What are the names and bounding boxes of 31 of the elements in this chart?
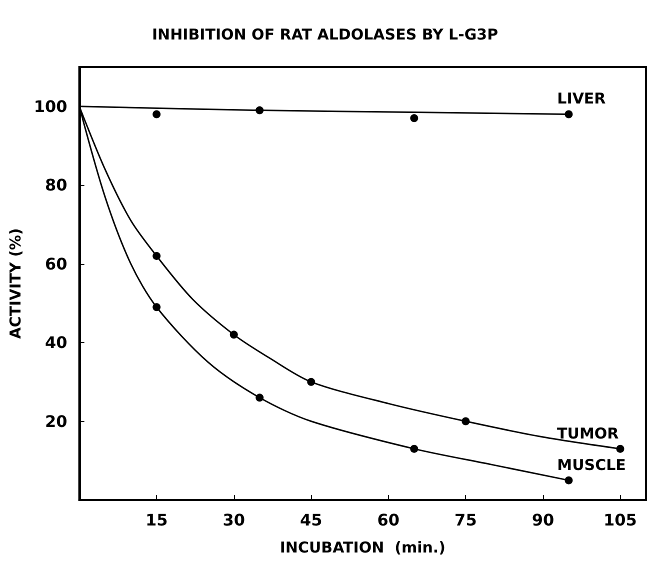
point <box>152 110 161 118</box>
y-axis-title: ACTIVITY (%) <box>6 228 24 339</box>
x-axis-title: INCUBATION (min.) <box>280 538 446 556</box>
y-tick-label: 100 <box>34 96 68 116</box>
x-tick-label: 75 <box>454 510 477 530</box>
point <box>462 417 470 426</box>
series-label: TUMOR <box>557 424 620 442</box>
point <box>307 378 316 386</box>
point <box>230 330 238 339</box>
y-tick-label: 80 <box>45 176 68 195</box>
x-tick-label: 15 <box>145 510 168 530</box>
series-label: MUSCLE <box>557 456 626 474</box>
series-label: LIVER <box>557 90 606 108</box>
point <box>256 106 264 114</box>
point <box>152 252 161 260</box>
y-tick-label: 60 <box>45 254 68 274</box>
x-tick-label: 60 <box>377 510 400 530</box>
y-tick-label: 20 <box>45 412 68 431</box>
point <box>256 394 264 402</box>
point <box>152 303 161 312</box>
x-tick-label: 105 <box>604 510 637 530</box>
point <box>410 444 418 453</box>
x-tick-label: 30 <box>222 510 245 530</box>
x-tick-label: 90 <box>532 510 554 530</box>
x-tick-label: 45 <box>300 510 322 530</box>
y-tick-label: 40 <box>45 333 68 352</box>
point <box>616 444 624 453</box>
point <box>564 110 573 118</box>
point <box>410 114 418 122</box>
point <box>564 476 573 484</box>
chart-title: INHIBITION OF RAT ALDOLASES BY L-G3P <box>152 26 498 44</box>
